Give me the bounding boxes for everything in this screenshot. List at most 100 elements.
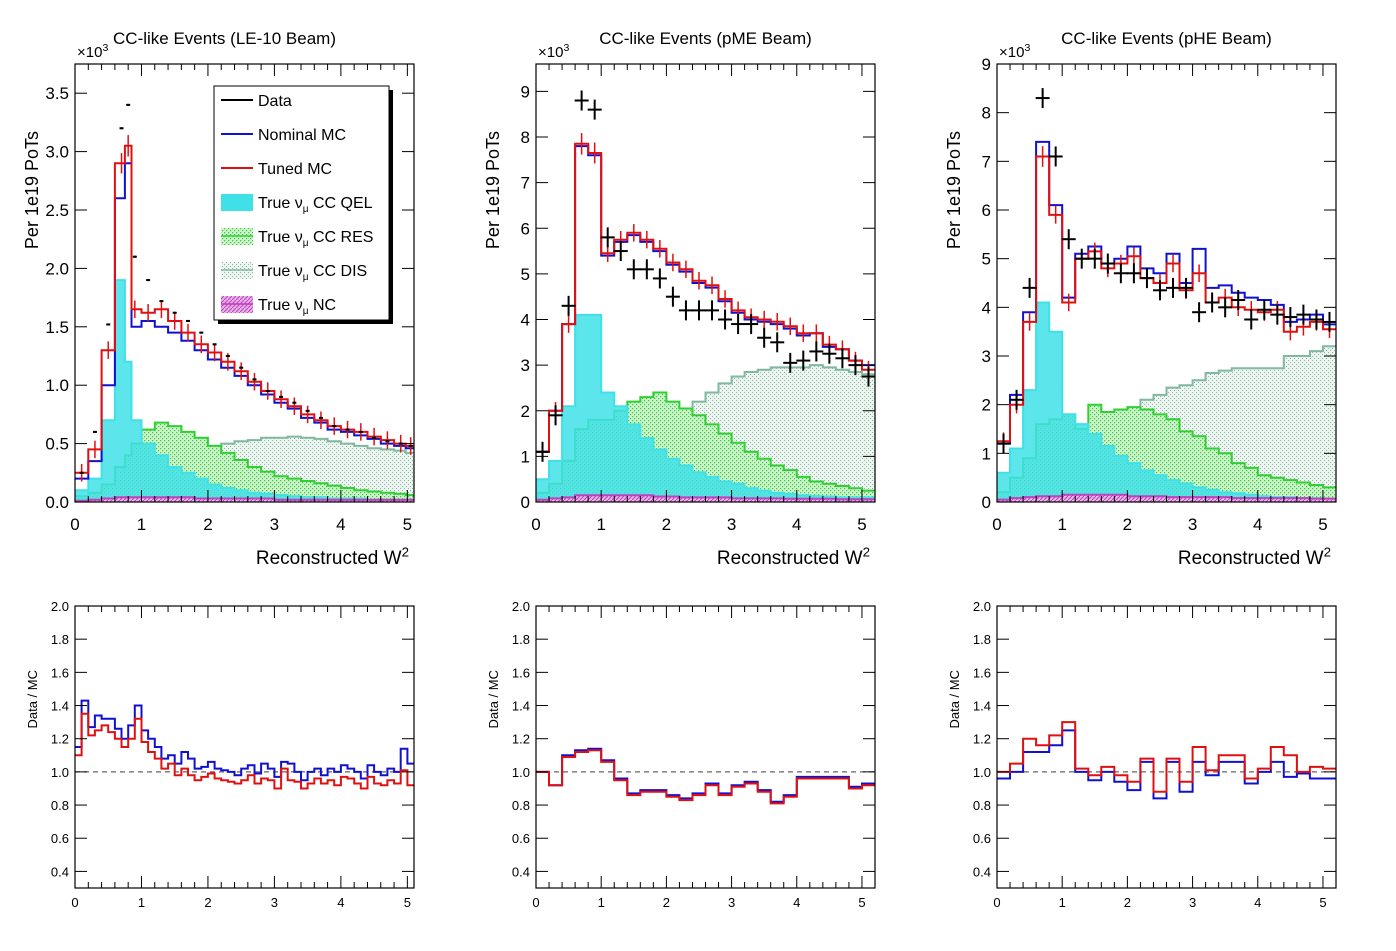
legend-data-label: Data bbox=[258, 93, 292, 110]
phe-ratio-frame bbox=[996, 605, 1337, 889]
pme-qel-line bbox=[536, 313, 875, 499]
phe-xlabel: Reconstructed W2 bbox=[1178, 544, 1331, 569]
phe-ytick-label: 9 bbox=[982, 55, 991, 74]
pme-xtick-label: 5 bbox=[857, 515, 866, 534]
le10-ytick-label: 1.0 bbox=[45, 376, 69, 395]
le10-xtick-label: 2 bbox=[203, 515, 212, 534]
phe-title: CC-like Events (pHE Beam) bbox=[1061, 29, 1272, 48]
le10-ytick-label: 0.5 bbox=[45, 435, 69, 454]
legend-nominal-label: Nominal MC bbox=[258, 127, 346, 144]
pme-ratio-ytick-label: 0.8 bbox=[512, 798, 530, 813]
le10-ratio-ytick-label: 1.8 bbox=[51, 632, 69, 647]
le10-ratio-ylabel: Data / MC bbox=[25, 670, 40, 729]
phe-ytick-label: 8 bbox=[982, 104, 991, 123]
phe-qel-line bbox=[997, 301, 1336, 500]
phe-ratio-xtick-label: 2 bbox=[1124, 895, 1131, 910]
pme-ytick-label: 3 bbox=[521, 356, 530, 375]
phe-ytick-label: 1 bbox=[982, 444, 991, 463]
le10-ratio-ytick-label: 1.0 bbox=[51, 765, 69, 780]
pme-ytick-label: 5 bbox=[521, 265, 530, 284]
phe-ratio-ytick-label: 0.4 bbox=[973, 864, 991, 879]
phe-ratio-xtick-label: 4 bbox=[1254, 895, 1261, 910]
le10-xlabel: Reconstructed W2 bbox=[256, 544, 409, 569]
phe-ratio-ylabel: Data / MC bbox=[947, 670, 962, 729]
le10-ytick-label: 2.5 bbox=[45, 201, 69, 220]
phe-ratio-xtick-label: 3 bbox=[1189, 895, 1196, 910]
phe-ratio-ytick-label: 0.8 bbox=[973, 798, 991, 813]
pme-qel-fill bbox=[536, 314, 875, 502]
phe-xtick-label: 4 bbox=[1253, 515, 1262, 534]
phe-ratio-plot-area bbox=[997, 721, 1336, 800]
phe-ratio-ytick-label: 1.2 bbox=[973, 732, 991, 747]
phe-xtick-label: 5 bbox=[1318, 515, 1327, 534]
pme-ytick-label: 8 bbox=[521, 128, 530, 147]
pme-ytick-label: 7 bbox=[521, 174, 530, 193]
phe-xtick-label: 3 bbox=[1188, 515, 1197, 534]
phe-ytick-label: 3 bbox=[982, 347, 991, 366]
pme-ratio-ytick-label: 1.0 bbox=[512, 765, 530, 780]
pme-xtick-label: 4 bbox=[792, 515, 801, 534]
phe-ytick-label: 5 bbox=[982, 250, 991, 269]
le10-ytick-label: 3.0 bbox=[45, 143, 69, 162]
le10-qel-line bbox=[75, 279, 414, 501]
phe-ratio-ytick-label: 1.8 bbox=[973, 632, 991, 647]
le10-xtick-label: 3 bbox=[270, 515, 279, 534]
le10-ratio-tuned-ratio bbox=[75, 712, 414, 790]
le10-ratio-ytick-label: 1.6 bbox=[51, 665, 69, 680]
pme-plot-area bbox=[536, 90, 875, 502]
le10-frame bbox=[74, 63, 415, 503]
pme-xtick-label: 2 bbox=[662, 515, 671, 534]
pme-ratio-plot-area bbox=[536, 747, 875, 805]
le10-plot-area bbox=[75, 103, 414, 502]
pme-ytick-label: 2 bbox=[521, 402, 530, 421]
phe-xtick-label: 1 bbox=[1057, 515, 1066, 534]
le10-ylabel: Per 1e19 PoTs bbox=[22, 131, 42, 249]
pme-xlabel: Reconstructed W2 bbox=[717, 544, 870, 569]
pme-ytick-label: 4 bbox=[521, 311, 530, 330]
pme-ratio-ytick-label: 0.4 bbox=[512, 864, 530, 879]
le10-ratio-xtick-label: 5 bbox=[404, 895, 411, 910]
le10-xtick-label: 1 bbox=[137, 515, 146, 534]
le10-ratio-xtick-label: 4 bbox=[337, 895, 344, 910]
phe-ytick-label: 7 bbox=[982, 152, 991, 171]
legend-dis-label: True νμ CC DIS bbox=[258, 263, 367, 283]
phe-ratio-tuned-ratio bbox=[997, 721, 1336, 793]
legend-box: Data Nominal MC Tuned MC True νμ CC QEL True… bbox=[213, 85, 393, 324]
le10-title: CC-like Events (LE-10 Beam) bbox=[113, 29, 336, 48]
pme-ytick-label: 1 bbox=[521, 447, 530, 466]
le10-ytick-label: 3.5 bbox=[45, 84, 69, 103]
pme-xtick-label: 3 bbox=[727, 515, 736, 534]
legend-res-label: True νμ CC RES bbox=[258, 229, 373, 249]
pme-ytick-label: 6 bbox=[521, 219, 530, 238]
phe-qel-fill bbox=[997, 302, 1336, 502]
phe-ratio-ytick-label: 1.0 bbox=[973, 765, 991, 780]
phe-xtick-label: 0 bbox=[992, 515, 1001, 534]
pme-tuned-mc bbox=[536, 142, 875, 453]
le10-ratio-ytick-label: 1.4 bbox=[51, 699, 69, 714]
phe-ratio-ytick-label: 2.0 bbox=[973, 599, 991, 614]
pme-ratio-ytick-label: 1.6 bbox=[512, 665, 530, 680]
pme-xtick-label: 0 bbox=[531, 515, 540, 534]
pme-ratio-xtick-label: 4 bbox=[793, 895, 800, 910]
phe-ratio-ytick-label: 0.6 bbox=[973, 831, 991, 846]
phe-ratio-ytick-label: 1.6 bbox=[973, 665, 991, 680]
phe-ratio-xtick-label: 5 bbox=[1319, 895, 1326, 910]
le10-ytick-label: 0.0 bbox=[45, 493, 69, 512]
legend-tuned-label: Tuned MC bbox=[258, 161, 332, 178]
le10-ratio-xtick-label: 3 bbox=[271, 895, 278, 910]
le10-ratio-xtick-label: 0 bbox=[71, 895, 78, 910]
le10-qel-fill bbox=[75, 280, 414, 502]
pme-ratio-ytick-label: 1.2 bbox=[512, 732, 530, 747]
le10-ratio-plot: 0 1 2 3 4 5 0.4 0.6 0.8 1.0 1.2 1.4 1.6 1.8 2.0 Data / … bbox=[25, 599, 415, 910]
phe-yexp: ×103 bbox=[999, 42, 1030, 61]
le10-xtick-label: 5 bbox=[403, 515, 412, 534]
pme-ratio-ytick-label: 1.8 bbox=[512, 632, 530, 647]
phe-ytick-label: 6 bbox=[982, 201, 991, 220]
pme-ratio-xtick-label: 2 bbox=[663, 895, 670, 910]
legend-qel-label: True νμ CC QEL bbox=[258, 195, 373, 215]
le10-main-plot: 0 1 2 3 4 5 0.0 0.5 1.0 1.5 2.0 2.5 3.0 3.5 CC-like Ev… bbox=[22, 29, 415, 569]
phe-ratio-xtick-label: 1 bbox=[1059, 895, 1066, 910]
pme-ratio-nominal-ratio bbox=[536, 747, 875, 803]
